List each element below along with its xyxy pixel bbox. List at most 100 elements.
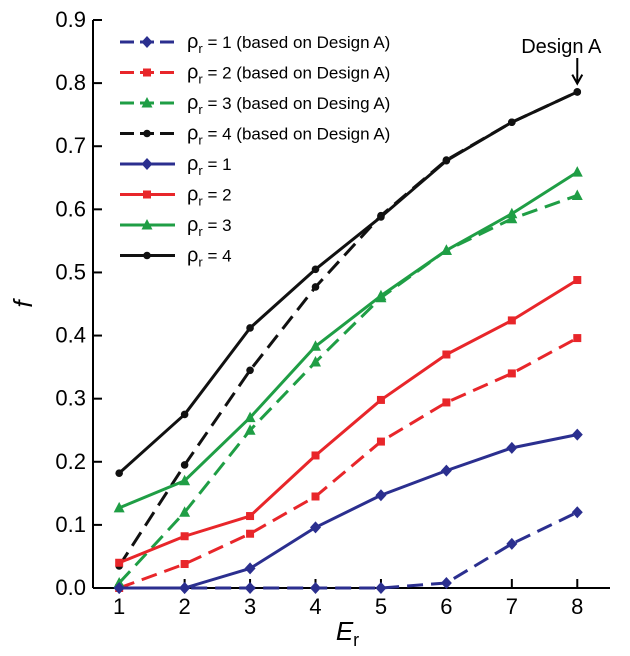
legend-label-symbol: ρ [187,62,198,84]
legend-label-rest: = 4 (based on Design A) [203,125,391,144]
y-tick-label: 0.5 [55,259,86,284]
data-point [442,398,451,407]
data-point [180,532,189,541]
x-tick-label: 5 [375,594,387,619]
legend-label-symbol: ρ [187,123,198,145]
y-tick-label: 0.8 [55,70,86,95]
plot-area: 0.0 0.1 0.2 0.3 0.4 0.5 0.6 0.7 0.8 0.9 1 2 3 4 5 6 7 8 [55,7,610,619]
annotation-label: Design A [521,36,602,58]
x-tick-label: 3 [244,594,256,619]
data-point [507,316,516,325]
data-point [180,461,189,469]
legend-swatch-marker [143,129,151,138]
data-point [508,118,516,127]
legend-item: ρr = 3 [120,214,232,239]
data-point [375,489,387,502]
legend-item: ρr = 1 [120,153,232,178]
legend-item: ρr = 2 [120,184,232,209]
x-axis-title-sub: r [353,630,359,650]
legend-label: ρr = 4 [187,245,232,270]
x-tick-label: 1 [113,594,125,619]
data-point [506,441,518,454]
data-point [375,289,387,301]
series-7 [113,166,583,513]
legend-label: ρr = 1 (based on Design A) [187,31,390,56]
legend-swatch-marker [143,68,151,77]
x-tick-label: 8 [571,594,583,619]
series-line [118,90,578,475]
data-point [311,265,320,274]
x-axis-title: Er [336,616,359,650]
legend-label-rest: = 2 (based on Design A) [203,64,391,83]
data-point [113,501,125,513]
series-5 [113,428,583,594]
y-tick-label: 0.7 [55,133,86,158]
legend-label-sub: r [198,72,203,87]
data-point [376,395,385,404]
data-point [571,189,583,200]
legend-label-sub: r [198,41,203,56]
data-point [244,411,256,423]
data-point [179,474,191,486]
legend-swatch-marker [141,97,153,108]
legend-label-symbol: ρ [187,184,198,206]
data-point [442,350,451,359]
legend-label: ρr = 1 [187,153,232,178]
legend-label: ρr = 4 (based on Design A) [187,123,390,148]
data-point [179,582,191,594]
legend-swatch-marker [141,219,153,230]
data-point [115,558,124,567]
x-tick-label: 7 [506,594,518,619]
data-point [440,244,452,255]
data-point [377,213,385,221]
data-point [244,424,256,435]
legend-swatch-marker [141,158,153,170]
series-line [118,336,578,590]
legend-swatch-marker [141,36,153,48]
data-point [113,582,125,594]
data-point [442,156,451,165]
y-tick-label: 0.2 [55,449,86,474]
series-8 [115,88,582,477]
legend-swatch-marker [143,190,151,199]
data-point [180,410,189,419]
legend-item: ρr = 3 (based on Desing A) [120,92,390,117]
data-point [375,582,387,594]
data-point [573,334,582,343]
legend-label-rest: = 3 [203,216,232,235]
annotation-arrow [571,58,584,86]
legend-item: ρr = 1 (based on Design A) [120,31,390,56]
y-tick-label: 0.9 [55,7,86,32]
data-point [310,521,322,534]
data-point [310,582,322,594]
legend-item: ρr = 4 [120,245,232,270]
series-line [119,433,578,590]
data-point [571,166,583,177]
legend-label-sub: r [198,133,203,148]
legend-label: ρr = 2 [187,184,232,209]
legend-swatch-marker [143,251,151,260]
legend-label-symbol: ρ [187,92,198,114]
data-point [180,560,189,569]
data-point [311,283,320,291]
legend-label-symbol: ρ [187,31,198,53]
data-point [311,451,320,460]
legend-label: ρr = 3 [187,214,232,239]
legend-label: ρr = 2 (based on Design A) [187,62,390,87]
data-point [573,88,582,96]
data-point [246,512,255,521]
data-point [440,464,452,477]
data-point [311,492,320,501]
y-tick-label: 0.3 [55,386,86,411]
y-tick-label: 0.0 [55,575,86,600]
legend-label: ρr = 3 (based on Desing A) [187,92,390,117]
series-line [118,278,579,565]
legend-label-sub: r [198,163,203,178]
data-point [571,506,583,519]
data-point [440,576,452,589]
legend-label-symbol: ρ [187,214,198,236]
series-line [119,510,578,590]
legend-label-sub: r [198,194,203,209]
x-tick-label: 4 [309,594,321,619]
